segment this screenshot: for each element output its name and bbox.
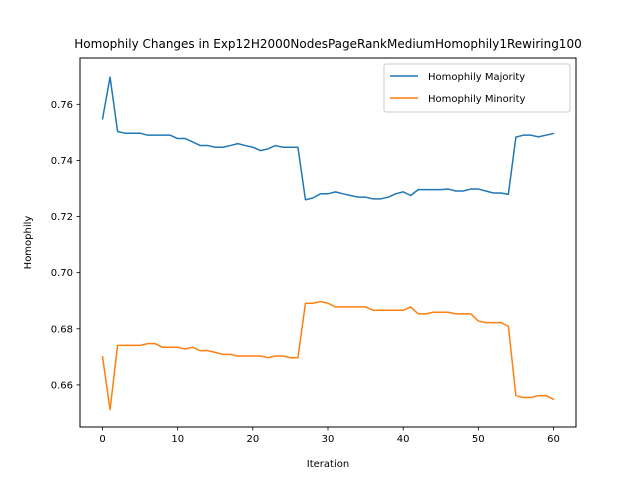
y-tick-label: 0.70 (51, 268, 73, 279)
x-tick-label: 60 (547, 434, 560, 445)
y-tick-label: 0.76 (51, 100, 73, 111)
x-tick-label: 10 (171, 434, 184, 445)
x-tick-label: 0 (99, 434, 105, 445)
series-line-1 (101, 300, 555, 411)
chart-title: Homophily Changes in Exp12H2000NodesPage… (74, 37, 581, 51)
x-axis: 0 10 20 30 40 50 60 (99, 427, 560, 445)
y-tick-label: 0.68 (51, 324, 73, 335)
legend: Homophily Majority Homophily Minority (383, 63, 571, 113)
y-tick-label: 0.72 (51, 212, 73, 223)
y-tick-label: 0.66 (51, 380, 73, 391)
x-tick-label: 50 (472, 434, 485, 445)
y-tick-label: 0.74 (51, 156, 73, 167)
x-axis-label: Iteration (307, 459, 349, 470)
x-tick-label: 30 (322, 434, 335, 445)
x-tick-label: 40 (397, 434, 410, 445)
legend-label-minority: Homophily Minority (428, 94, 526, 105)
y-axis: 0.66 0.68 0.70 0.72 0.74 0.76 (51, 100, 80, 391)
legend-label-majority: Homophily Majority (428, 72, 525, 83)
y-axis-label: Homophily (23, 216, 34, 270)
series-line-0 (101, 76, 555, 201)
series-layer (101, 76, 555, 411)
x-tick-label: 20 (246, 434, 259, 445)
legend-box (383, 63, 571, 113)
